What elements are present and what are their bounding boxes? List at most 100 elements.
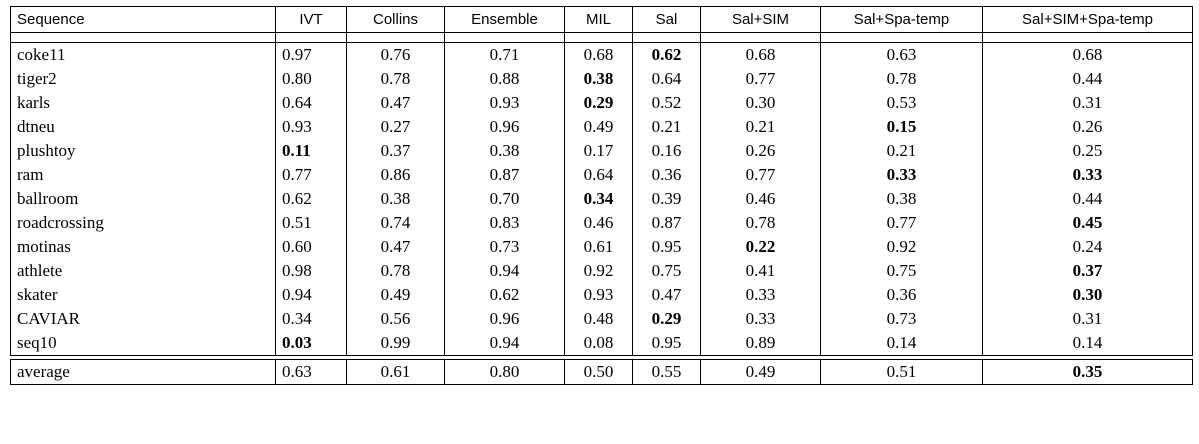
score-cell: 0.25 [982,139,1193,163]
gap-cell [820,32,983,43]
table-row: ballroom 0.62 0.38 0.70 0.34 0.39 0.46 0.38 0.44 [10,187,1193,211]
score-cell: 0.87 [632,211,701,235]
score-cell: 0.74 [346,211,445,235]
score-cell: 0.62 [444,283,565,307]
score-cell: 0.47 [346,235,445,259]
score-value: 0.95 [651,237,682,256]
score-value: 0.51 [886,362,917,381]
score-value: 0.49 [380,285,411,304]
score-value: 0.83 [489,213,520,232]
table-row: motinas 0.60 0.47 0.73 0.61 0.95 0.22 0.92 0.24 [10,235,1193,259]
score-cell: 0.21 [632,115,701,139]
score-value: 0.17 [583,141,614,160]
score-value: 0.96 [489,309,520,328]
score-cell: 0.68 [700,42,821,67]
score-cell: 0.87 [444,163,565,187]
score-value: 0.52 [651,93,682,112]
score-value: 0.60 [282,237,312,256]
score-cell: 0.49 [346,283,445,307]
score-cell: 0.37 [346,139,445,163]
best-score: 0.29 [651,309,682,328]
score-cell: 0.78 [346,259,445,283]
score-value: 0.49 [745,362,776,381]
score-value: 0.77 [282,165,312,184]
score-cell: 0.39 [632,187,701,211]
score-cell: 0.34 [275,307,347,331]
score-cell: 0.63 [275,359,347,385]
gap-cell [346,32,445,43]
best-score: 0.38 [583,69,614,88]
score-value: 0.78 [380,69,411,88]
score-value: 0.77 [745,69,776,88]
score-value: 0.14 [886,333,917,352]
score-cell: 0.31 [982,307,1193,331]
score-value: 0.46 [583,213,614,232]
score-value: 0.95 [651,333,682,352]
best-score: 0.62 [651,45,682,64]
score-cell: 0.75 [632,259,701,283]
score-value: 0.68 [745,45,776,64]
sequence-name: seq10 [10,331,276,356]
score-value: 0.16 [651,141,682,160]
score-cell: 0.26 [700,139,821,163]
sequence-name: CAVIAR [10,307,276,331]
score-cell: 0.55 [632,359,701,385]
sequence-name: athlete [10,259,276,283]
score-cell: 0.93 [564,283,633,307]
score-value: 0.74 [380,213,411,232]
score-cell: 0.29 [564,91,633,115]
score-cell: 0.33 [982,163,1193,187]
score-cell: 0.33 [700,283,821,307]
score-cell: 0.64 [275,91,347,115]
sequence-name: motinas [10,235,276,259]
score-value: 0.27 [380,117,411,136]
score-value: 0.26 [1072,117,1103,136]
score-cell: 0.21 [700,115,821,139]
score-cell: 0.27 [346,115,445,139]
score-cell: 0.26 [982,115,1193,139]
table-row: karls 0.64 0.47 0.93 0.29 0.52 0.30 0.53 0.31 [10,91,1193,115]
score-value: 0.21 [886,141,917,160]
header-sequence: Sequence [10,6,276,33]
sequence-name: karls [10,91,276,115]
score-cell: 0.22 [700,235,821,259]
score-cell: 0.68 [982,42,1193,67]
score-cell: 0.14 [982,331,1193,356]
score-value: 0.98 [282,261,312,280]
score-value: 0.26 [745,141,776,160]
score-cell: 0.41 [700,259,821,283]
best-score: 0.35 [1072,362,1103,381]
score-cell: 0.45 [982,211,1193,235]
score-value: 0.88 [489,69,520,88]
table-row: tiger2 0.80 0.78 0.88 0.38 0.64 0.77 0.78 0.44 [10,67,1193,91]
score-value: 0.24 [1072,237,1103,256]
score-value: 0.21 [651,117,682,136]
table-row: athlete 0.98 0.78 0.94 0.92 0.75 0.41 0.75 0.37 [10,259,1193,283]
score-value: 0.61 [583,237,614,256]
score-cell: 0.03 [275,331,347,356]
score-cell: 0.95 [632,235,701,259]
header-row: Sequence IVT Collins Ensemble MIL Sal Sa… [10,6,1193,33]
best-score: 0.30 [1072,285,1103,304]
score-value: 0.37 [380,141,411,160]
score-value: 0.49 [583,117,614,136]
score-cell: 0.64 [632,67,701,91]
best-score: 0.03 [282,333,312,352]
score-value: 0.38 [489,141,520,160]
score-cell: 0.93 [444,91,565,115]
score-value: 0.31 [1072,309,1103,328]
score-value: 0.36 [886,285,917,304]
score-cell: 0.50 [564,359,633,385]
sequence-name: ram [10,163,276,187]
score-cell: 0.30 [700,91,821,115]
score-cell: 0.68 [564,42,633,67]
score-cell: 0.52 [632,91,701,115]
table-body: coke11 0.97 0.76 0.71 0.68 0.62 0.68 0.63 0.68 ti… [10,32,1193,356]
score-cell: 0.98 [275,259,347,283]
score-value: 0.51 [282,213,312,232]
header-sal: Sal [632,6,701,33]
gap-cell [275,32,347,43]
best-score: 0.33 [886,165,917,184]
score-value: 0.92 [583,261,614,280]
score-value: 0.93 [282,117,312,136]
